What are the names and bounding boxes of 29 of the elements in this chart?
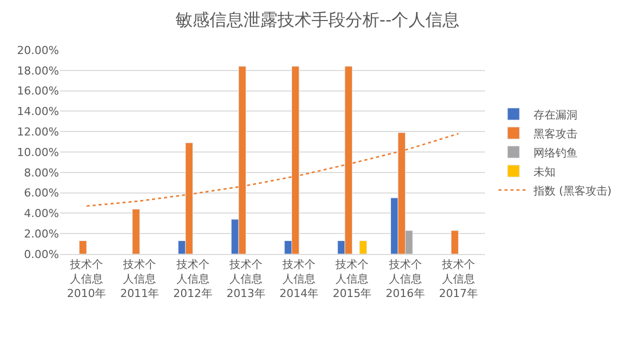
y-tick-label: 4.00% bbox=[24, 207, 59, 220]
y-tick-label: 6.00% bbox=[24, 186, 59, 200]
x-tick-label: 技术个人信息 2014年 bbox=[280, 258, 319, 300]
x-tick-label: 技术个人信息 2012年 bbox=[173, 258, 212, 300]
x-tick-label: 技术个人信息 2016年 bbox=[386, 258, 425, 300]
y-tick-label: 20.00% bbox=[17, 44, 59, 57]
x-tick-label: 技术个人信息 2015年 bbox=[332, 258, 372, 300]
y-tick-label: 14.00% bbox=[17, 105, 59, 118]
x-tick-label: 技术个人信息 2017年 bbox=[438, 258, 478, 300]
legend-label: 指数 (黑客攻击) bbox=[532, 184, 612, 198]
bar bbox=[359, 240, 368, 254]
bar bbox=[450, 230, 459, 254]
chart-title: 敏感信息泄露技术手段分析--个人信息 bbox=[175, 10, 460, 31]
x-tick-label: 技术个人信息 2011年 bbox=[120, 258, 160, 300]
y-tick-label: 8.00% bbox=[24, 166, 59, 180]
x-tick-label: 技术个人信息 2013年 bbox=[226, 258, 266, 300]
bar bbox=[79, 240, 87, 254]
y-tick-label: 10.00% bbox=[17, 146, 59, 159]
bar bbox=[132, 208, 140, 254]
legend-label: 存在漏洞 bbox=[534, 108, 578, 122]
x-tick-label: 技术个人信息 2010年 bbox=[67, 258, 106, 300]
y-tick-label: 16.00% bbox=[17, 84, 59, 98]
y-tick-label: 18.00% bbox=[17, 64, 59, 78]
y-tick-label: 0.00% bbox=[24, 248, 59, 261]
legend-label: 网络钓鱼 bbox=[534, 146, 578, 160]
legend-label: 黑客攻击 bbox=[534, 127, 578, 140]
y-tick-label: 12.00% bbox=[17, 125, 59, 138]
y-tick-label: 2.00% bbox=[24, 227, 59, 240]
legend-label: 未知 bbox=[534, 165, 556, 178]
